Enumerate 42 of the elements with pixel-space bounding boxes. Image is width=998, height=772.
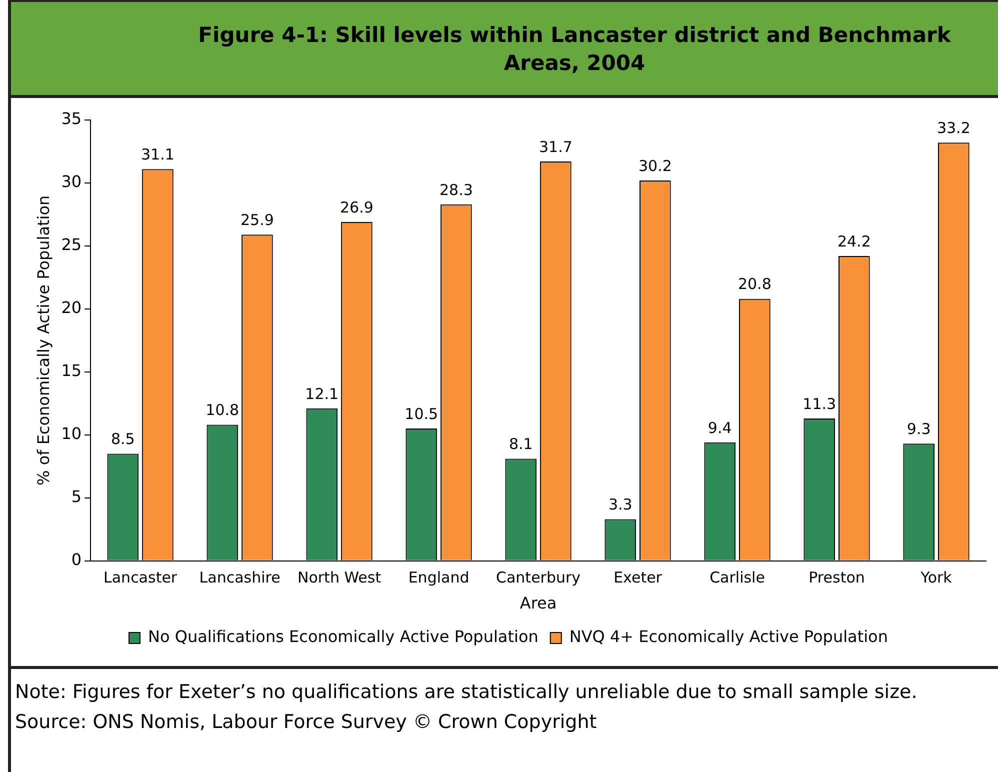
data-label: 9.3: [906, 420, 931, 438]
data-label: 26.9: [340, 198, 374, 216]
legend-label: NVQ 4+ Economically Active Population: [569, 627, 888, 646]
legend-label: No Qualifications Economically Active Population: [148, 627, 538, 646]
chart-title: Figure 4-1: Skill levels within Lancaster district and Benchmark Areas, 2004: [197, 22, 952, 76]
x-axis-title: Area: [520, 594, 557, 613]
x-tick-label: North West: [297, 568, 382, 587]
x-tick-label: Exeter: [614, 568, 663, 587]
data-label: 10.5: [404, 404, 438, 423]
data-label: 9.4: [708, 418, 732, 437]
source-note: Source: ONS Nomis, Labour Force Survey © Crown Copyright: [15, 710, 598, 735]
data-label: 33.2: [936, 119, 970, 138]
data-label: 11.3: [802, 394, 836, 413]
data-label: 8.5: [110, 430, 135, 448]
x-tick-label: York: [920, 568, 952, 587]
data-label: 10.8: [206, 401, 240, 420]
text: Note: Figures for Exeter’s no qualifications are statistically unreliable due to small sample size.: [15, 680, 918, 705]
data-label: 8.1: [508, 435, 533, 454]
y-tick-label: 35: [61, 109, 82, 128]
data-label: 30.2: [638, 156, 672, 175]
y-tick-label: 0: [71, 550, 82, 569]
y-tick-label: 30: [61, 172, 82, 192]
x-tick-label: Lancaster: [104, 568, 178, 587]
x-tick-label: England: [408, 568, 470, 587]
y-tick-label: 10: [61, 424, 82, 444]
y-tick-label: 5: [71, 486, 82, 506]
y-tick-label: 25: [61, 235, 82, 254]
x-tick-label: Preston: [808, 568, 865, 587]
x-tick-label: Lancashire: [199, 568, 280, 587]
x-tick-label: Canterbury: [496, 568, 581, 587]
data-label: 12.1: [305, 384, 339, 403]
data-label: 28.3: [439, 180, 473, 199]
y-tick-label: 15: [61, 361, 82, 380]
x-tick-label: Carlisle: [710, 568, 765, 587]
data-label: 31.1: [141, 146, 174, 164]
data-label: 31.7: [538, 138, 572, 156]
data-label: 25.9: [240, 211, 274, 229]
y-tick-label: 20: [61, 298, 82, 318]
data-label: 20.8: [738, 275, 772, 294]
data-label: 3.3: [608, 496, 632, 514]
y-axis-title: % of Economically Active Population: [34, 195, 53, 486]
data-label: 24.2: [837, 232, 871, 250]
